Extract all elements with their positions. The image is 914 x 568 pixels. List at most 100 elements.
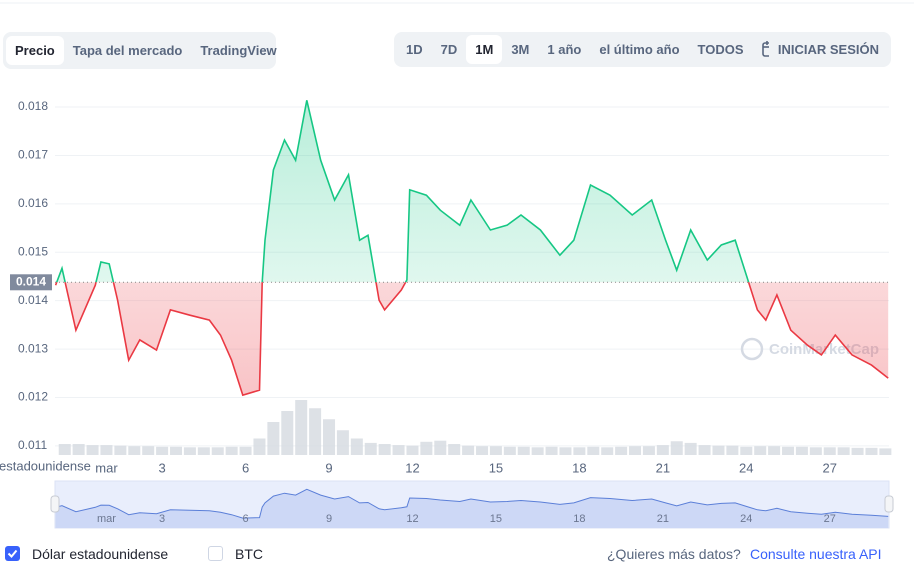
volume-bar: [587, 446, 600, 455]
navigator-tick-label: 24: [740, 513, 752, 525]
volume-bar: [364, 442, 377, 455]
range-button[interactable]: 1D: [406, 42, 423, 57]
checkbox[interactable]: [5, 546, 20, 561]
checkbox[interactable]: [208, 546, 223, 561]
volume-bar: [670, 441, 683, 455]
volume-bar: [740, 446, 753, 455]
volume-bar: [698, 445, 711, 455]
volume-bar: [350, 438, 363, 455]
navigator-handle[interactable]: [884, 495, 894, 513]
volume-bar: [476, 446, 489, 455]
volume-bar: [712, 445, 725, 455]
volume-bar: [642, 446, 655, 455]
price-line-down: [55, 282, 889, 397]
volume-bar: [267, 422, 280, 455]
volume-bar: [114, 445, 127, 455]
navigator-area: [55, 489, 889, 528]
y-tick-label: 0.016: [18, 196, 48, 210]
x-tick-label: 21: [656, 460, 670, 475]
volume-bar: [448, 444, 461, 455]
currency-label: Dólar estadounidense: [32, 546, 169, 562]
volume-bar: [782, 446, 795, 455]
y-tick-label: 0.014: [18, 293, 48, 307]
volume-bar: [768, 446, 781, 455]
volume-bar: [795, 446, 808, 455]
y-axis-label: estadounidense: [0, 458, 91, 473]
volume-bar: [170, 446, 183, 455]
tab[interactable]: Precio: [6, 36, 64, 65]
volume-bar: [128, 446, 141, 455]
y-tick-label: 0.011: [18, 438, 47, 452]
navigator-tick-label: 15: [490, 513, 502, 525]
volume-bar: [809, 447, 822, 455]
x-tick-label: 12: [405, 460, 419, 475]
volume-bar: [211, 447, 224, 455]
volume-bar: [545, 446, 558, 455]
navigator-tick-label: 18: [573, 513, 585, 525]
currency-label: BTC: [235, 546, 263, 562]
x-tick-label: 6: [242, 460, 249, 475]
range-button[interactable]: 3M: [511, 42, 530, 57]
volume-bar: [156, 446, 169, 455]
y-tick-label: 0.018: [18, 99, 48, 113]
calendar-icon[interactable]: [753, 40, 769, 60]
login-button[interactable]: INICIAR SESIÓN: [777, 42, 879, 57]
range-button[interactable]: el último año: [599, 42, 680, 57]
range-group: 1D 7D 1M 3M 1 año el último año TODOS INICIAR S…: [394, 32, 891, 67]
volume-bar: [239, 446, 252, 455]
navigator-tick-label: 21: [657, 513, 669, 525]
footer-question: ¿Quieres más datos?: [607, 546, 741, 562]
range-button[interactable]: 1M: [466, 35, 503, 64]
x-tick-label: 9: [325, 460, 332, 475]
y-tick-label: 0.013: [18, 341, 48, 355]
volume-bar: [392, 445, 405, 455]
y-tick-label: 0.015: [18, 244, 48, 258]
volume-bar: [573, 447, 586, 455]
navigator-tick-label: 27: [824, 513, 836, 525]
volume-bar: [58, 444, 71, 455]
api-link[interactable]: Consulte nuestra API: [750, 546, 882, 562]
range-button[interactable]: 7D: [440, 42, 458, 57]
volume-bar: [754, 446, 767, 455]
volume-bar: [517, 446, 530, 455]
range-button[interactable]: TODOS: [697, 42, 744, 57]
volume-bar: [865, 447, 878, 455]
navigator-handle[interactable]: [50, 495, 60, 513]
volume-bar: [629, 446, 642, 455]
volume-bar: [281, 411, 294, 455]
navigator-line: [55, 488, 889, 519]
volume-bar: [336, 430, 349, 455]
x-tick-label: 24: [739, 460, 753, 475]
x-tick-label: 15: [489, 460, 503, 475]
volume-bar: [489, 446, 502, 455]
x-tick-label: mar: [95, 460, 118, 475]
volume-bar: [656, 445, 669, 455]
x-tick-label: 3: [158, 460, 165, 475]
volume-bar: [837, 447, 850, 455]
x-tick-label: 18: [572, 460, 586, 475]
volume-bar: [378, 444, 391, 455]
volume-bar: [100, 445, 113, 455]
area-up: [55, 100, 889, 283]
y-tick-label: 0.012: [18, 390, 48, 404]
tab[interactable]: Tapa del mercado: [72, 43, 183, 58]
volume-bar: [420, 441, 433, 455]
volume-bar: [434, 440, 447, 455]
volume-bar: [225, 446, 238, 455]
volume-bar: [726, 445, 739, 455]
price-line-up: [55, 100, 750, 283]
volume-bar: [142, 446, 155, 455]
volume-bar: [823, 447, 836, 455]
volume-bar: [879, 448, 892, 455]
navigator-tick-label: 3: [159, 513, 165, 525]
volume-bar: [684, 442, 697, 455]
tab[interactable]: TradingView: [200, 43, 277, 58]
volume-bar: [253, 438, 266, 455]
navigator-tick-label: 6: [242, 513, 248, 525]
range-button[interactable]: 1 año: [547, 42, 582, 57]
volume-bar: [323, 419, 336, 455]
volume-bar: [72, 444, 85, 455]
volume-bar: [462, 445, 475, 455]
